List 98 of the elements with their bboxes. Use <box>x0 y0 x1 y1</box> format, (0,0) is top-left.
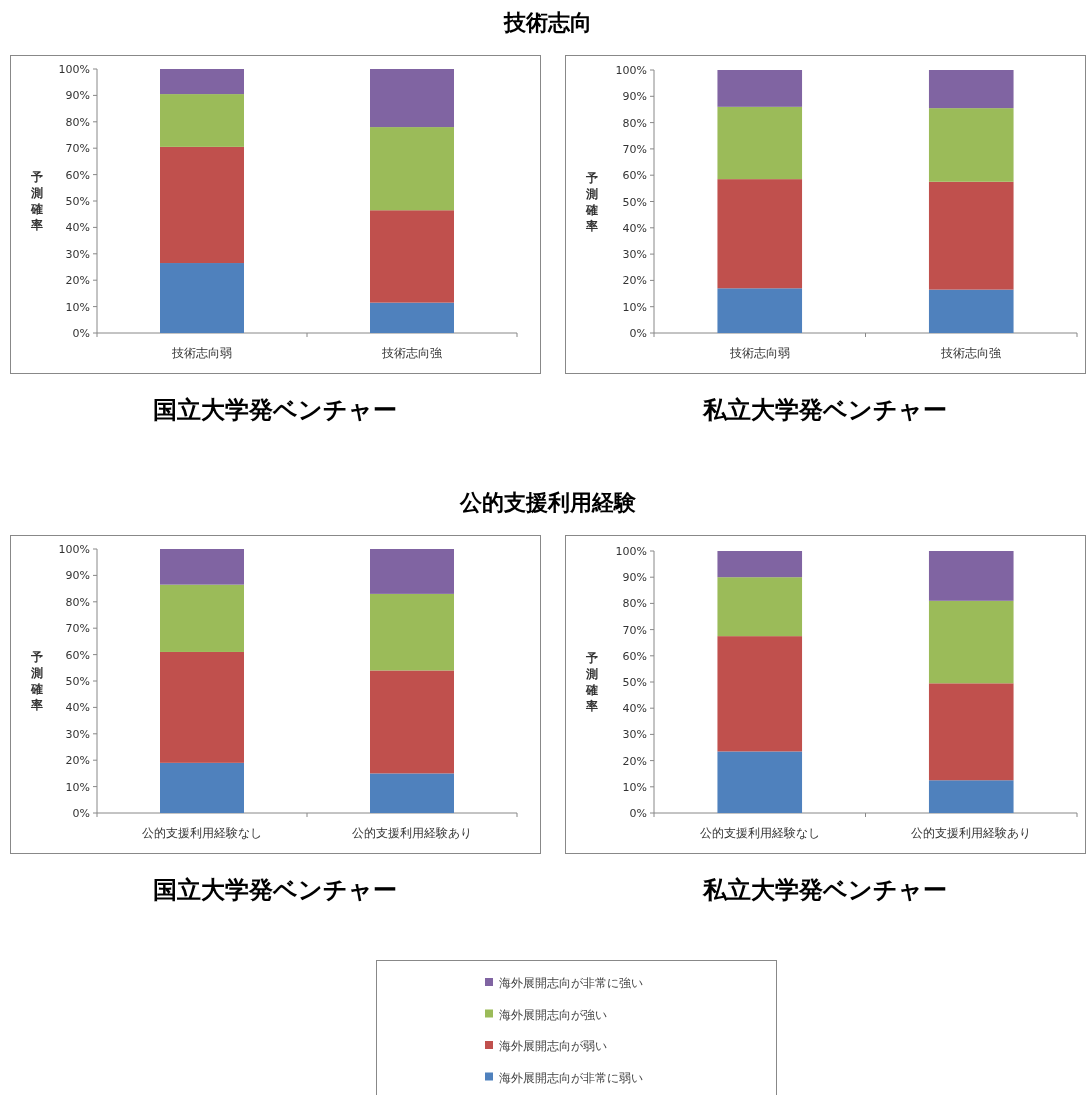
text: 国立大学発ベンチャー <box>153 876 397 904</box>
x-tick-label: 技術志向弱 <box>171 346 232 360</box>
y-tick-label: 100% <box>58 63 90 76</box>
bar <box>160 762 244 813</box>
bar <box>160 584 244 652</box>
text: 私立大学発ベンチャー <box>702 876 947 904</box>
x-tick-label: 公的支援利用経験あり <box>352 826 472 840</box>
bar <box>370 549 454 594</box>
y-tick-label: 40% <box>65 701 90 715</box>
y-tick-label: 10% <box>65 780 90 794</box>
y-tick-label: 20% <box>622 274 647 288</box>
chart-title: 技術志向 <box>503 10 592 35</box>
y-tick-label: 60% <box>65 648 90 662</box>
y-tick-label: 0% <box>72 327 90 340</box>
bar <box>370 593 454 671</box>
bar <box>717 106 803 180</box>
y-tick-label: 100% <box>615 545 647 558</box>
bar <box>370 302 454 333</box>
bar <box>928 551 1014 601</box>
y-tick-label: 80% <box>65 115 90 129</box>
y-tick-label: 80% <box>622 116 647 130</box>
y-tick-label: 40% <box>622 702 647 716</box>
y-tick-label: 50% <box>65 675 90 688</box>
y-tick-label: 60% <box>622 169 647 183</box>
legend-label: 海外展開志向が弱い <box>499 1039 607 1053</box>
bar <box>717 751 803 813</box>
bar <box>160 146 244 264</box>
bar <box>928 181 1014 290</box>
y-tick-label: 30% <box>65 247 90 261</box>
y-tick-label: 70% <box>65 142 90 156</box>
y-tick-label: 30% <box>65 727 90 741</box>
bar <box>370 670 454 774</box>
bar <box>370 773 454 813</box>
y-axis-title: 予測確率 <box>585 170 598 233</box>
y-tick-label: 90% <box>622 571 647 585</box>
y-tick-label: 70% <box>622 623 647 637</box>
y-tick-label: 70% <box>65 622 90 636</box>
y-tick-label: 10% <box>65 300 90 314</box>
bar <box>370 127 454 211</box>
y-tick-label: 40% <box>622 221 647 235</box>
y-tick-label: 0% <box>72 807 90 820</box>
y-tick-label: 0% <box>629 807 647 820</box>
y-tick-label: 60% <box>622 649 647 663</box>
text: 私立大学発ベンチャー <box>702 396 947 424</box>
y-tick-label: 90% <box>65 89 90 103</box>
legend-label: 海外展開志向が非常に強い <box>499 976 643 990</box>
x-tick-label: 公的支援利用経験なし <box>142 826 262 840</box>
bar <box>717 636 803 752</box>
y-tick-label: 50% <box>65 195 90 208</box>
legend-label: 海外展開志向が非常に弱い <box>499 1070 643 1085</box>
bar <box>717 70 803 107</box>
y-tick-label: 100% <box>615 64 647 77</box>
y-tick-label: 100% <box>58 543 90 556</box>
y-tick-label: 40% <box>65 221 90 235</box>
bar <box>928 683 1014 781</box>
x-tick-label: 公的支援利用経験なし <box>699 826 820 840</box>
y-tick-label: 30% <box>622 728 647 742</box>
bar <box>370 210 454 303</box>
y-tick-label: 70% <box>622 142 647 156</box>
y-tick-label: 60% <box>65 168 90 182</box>
text: 国立大学発ベンチャー <box>153 396 397 424</box>
y-tick-label: 50% <box>622 676 647 689</box>
y-tick-label: 90% <box>65 569 90 583</box>
y-tick-label: 10% <box>622 780 647 794</box>
bar <box>928 108 1014 182</box>
x-tick-label: 技術志向強 <box>381 346 442 360</box>
y-tick-label: 50% <box>622 195 647 209</box>
y-tick-label: 80% <box>65 595 90 609</box>
y-tick-label: 20% <box>65 274 90 288</box>
x-tick-label: 技術志向強 <box>940 346 1002 360</box>
y-axis-title: 予測確率 <box>30 170 43 232</box>
legend-label: 海外展開志向が強い <box>499 1007 607 1022</box>
bar <box>160 263 244 333</box>
bar <box>928 600 1014 684</box>
bar <box>717 551 803 578</box>
y-tick-label: 10% <box>622 300 647 314</box>
bar <box>928 70 1014 109</box>
y-tick-label: 30% <box>622 248 647 262</box>
x-tick-label: 技術志向弱 <box>728 346 790 360</box>
bar <box>717 577 803 637</box>
bar <box>928 780 1014 813</box>
bar <box>370 69 454 128</box>
x-tick-label: 公的支援利用経験あり <box>911 826 1032 840</box>
y-tick-label: 80% <box>622 597 647 611</box>
y-axis-title: 予測確率 <box>30 650 43 712</box>
y-axis-title: 予測確率 <box>585 651 598 713</box>
bar <box>928 289 1014 333</box>
bar <box>160 69 244 95</box>
bar <box>160 549 244 585</box>
bar <box>160 651 244 763</box>
chart-title: 公的支援利用経験 <box>459 490 637 515</box>
y-tick-label: 20% <box>622 754 647 768</box>
bar <box>717 288 803 333</box>
y-tick-label: 0% <box>629 327 647 340</box>
bar <box>160 94 244 147</box>
y-tick-label: 20% <box>65 754 90 768</box>
y-tick-label: 90% <box>622 90 647 104</box>
bar <box>717 179 803 289</box>
